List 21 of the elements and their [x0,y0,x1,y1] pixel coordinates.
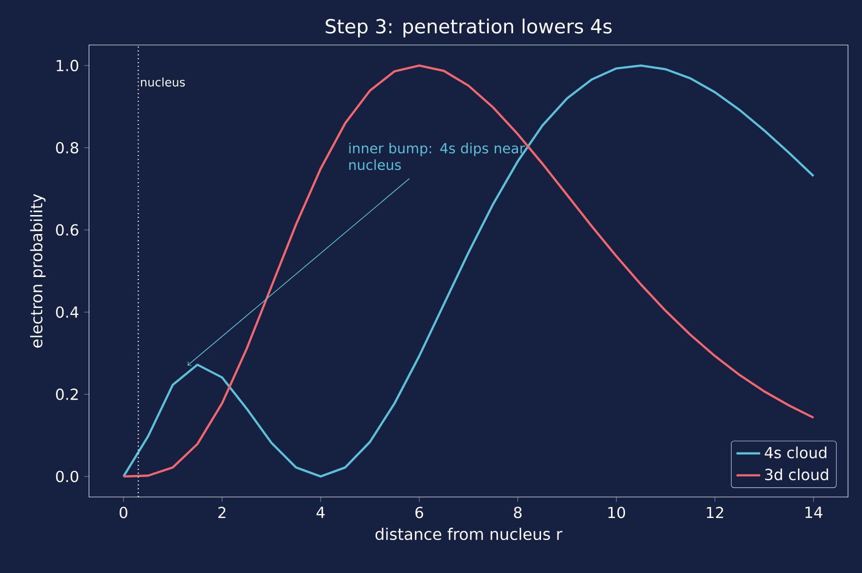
y-axis-title: electron probability [30,194,46,348]
legend-label: 4s cloud [764,446,826,458]
x-tick-label: 6 [415,506,424,518]
annotation: inner bump: 4s dips near nucleus [349,142,525,170]
x-tick-label: 10 [608,506,626,518]
x-tick-label: 2 [218,506,226,518]
legend-label: 3d cloud [765,468,828,480]
y-tick-label: 1.0 [56,60,78,72]
ref-line-label: nucleus [141,77,185,87]
y-tick-label: 0.6 [56,224,78,236]
y-tick-label: 0.0 [56,470,78,482]
y-tick-label: 0.2 [56,388,78,400]
y-tick-label: 0.8 [56,142,78,154]
x-tick-label: 12 [706,506,724,518]
x-axis-title: distance from nucleus r [376,528,562,540]
x-tick-label: 4 [316,506,325,518]
x-tick-label: 8 [514,506,522,518]
x-tick-label: 0 [120,506,128,518]
y-tick-label: 0.4 [56,306,78,318]
chart-title: Step 3: penetration lowers 4s [326,18,612,38]
x-tick-label: 14 [805,506,822,518]
